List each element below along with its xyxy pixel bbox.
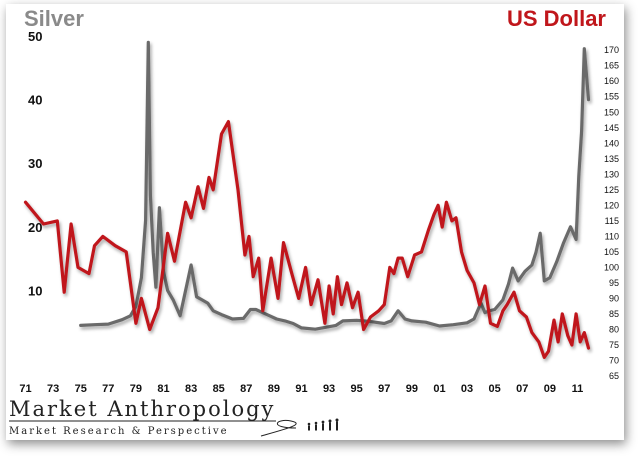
evolution-figures-icon [307,418,339,431]
x-tick-label: 03 [461,383,473,395]
left-axis-ticks: 10 20 30 40 50 [28,29,42,298]
x-tick-label: 99 [406,383,418,395]
chart-right-title: US Dollar [507,6,606,31]
chart-frame: Silver US Dollar 10 20 30 40 50 65 70 75 80 85 90… [6,4,624,440]
right-tick-label: 65 [609,371,619,381]
right-tick-label: 75 [609,340,619,350]
x-tick-label: 01 [433,383,445,395]
right-tick-label: 125 [604,185,619,195]
x-tick-label: 81 [157,383,169,395]
right-tick-label: 145 [604,123,619,133]
x-tick-label: 95 [351,383,363,395]
logo-swoosh-icon [260,419,297,437]
right-tick-label: 110 [605,231,619,241]
logo-subtitle: Market Research & Perspective [9,426,229,437]
right-tick-label: 80 [609,324,619,334]
x-tick-label: 07 [516,383,528,395]
right-tick-label: 85 [609,309,619,319]
right-tick-label: 105 [604,247,619,257]
series-layer [23,40,591,359]
x-tick-label: 75 [75,383,87,395]
left-tick-label: 20 [28,220,42,235]
x-tick-label: 89 [268,383,280,395]
right-tick-label: 100 [604,262,619,272]
x-tick-label: 09 [544,383,556,395]
x-axis-ticks: 71 73 75 77 79 81 83 85 87 89 91 93 95 97 99 01 03 05 07 09… [19,383,583,395]
left-tick-label: 30 [28,156,42,171]
right-axis-ticks: 65 70 75 80 85 90 95 100 105 110 115 120 125 130 135 14… [604,45,619,381]
x-tick-label: 05 [489,383,501,395]
right-tick-label: 150 [604,107,619,117]
left-tick-label: 10 [28,283,42,298]
x-tick-label: 11 [572,383,584,395]
left-tick-label: 40 [28,93,42,108]
us-dollar-series-line [23,119,591,359]
right-tick-label: 120 [604,200,619,210]
silver-series-line [79,40,591,331]
right-tick-label: 160 [604,76,619,86]
logo-title: Market Anthropology [9,397,275,421]
x-tick-label: 77 [102,383,114,395]
chart-svg: Silver US Dollar 10 20 30 40 50 65 70 75 80 85 90… [9,6,619,437]
chart-left-title: Silver [24,6,84,31]
x-tick-label: 97 [378,383,390,395]
right-tick-label: 165 [604,61,619,71]
x-tick-label: 91 [295,383,307,395]
x-tick-label: 73 [47,383,59,395]
right-tick-label: 155 [604,92,619,102]
x-tick-label: 79 [130,383,142,395]
x-tick-label: 83 [185,383,197,395]
right-tick-label: 95 [609,278,619,288]
right-tick-label: 170 [604,45,619,55]
right-tick-label: 130 [604,169,619,179]
x-tick-label: 85 [213,383,225,395]
logo: Market Anthropology Market Research & Pe… [9,397,339,437]
x-tick-label: 71 [19,383,31,395]
right-tick-label: 140 [604,138,619,148]
left-tick-label: 50 [28,29,42,44]
right-tick-label: 70 [609,355,619,365]
x-tick-label: 93 [323,383,335,395]
x-tick-label: 87 [240,383,252,395]
right-tick-label: 90 [609,293,619,303]
right-tick-label: 115 [605,216,619,226]
right-tick-label: 135 [604,154,619,164]
